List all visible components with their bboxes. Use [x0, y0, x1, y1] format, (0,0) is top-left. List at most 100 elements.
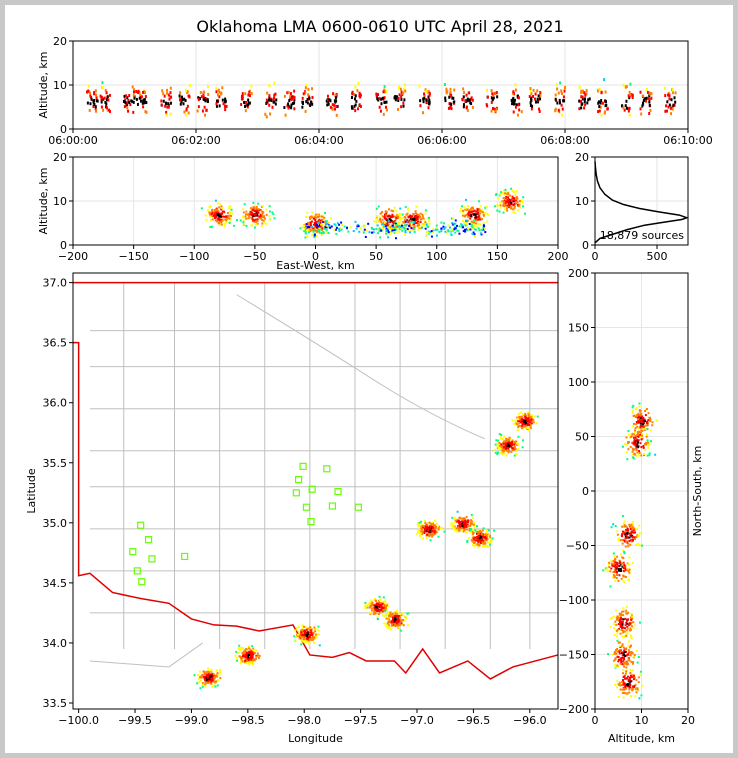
time-height-source [561, 92, 564, 96]
time-height-source [491, 97, 494, 101]
time-height-source [204, 113, 207, 117]
east-west-source [479, 209, 482, 212]
plan-view-source [211, 685, 214, 688]
time-height-source [131, 99, 134, 103]
east-west-source [470, 228, 473, 231]
north-south-source [625, 633, 628, 636]
east-west-source [391, 213, 394, 216]
time-height-source [581, 95, 584, 99]
north-south-source [622, 515, 625, 518]
east-west-source [259, 208, 262, 211]
time-height-source [466, 97, 469, 101]
plan-view-source [417, 521, 420, 524]
north-south-source [624, 442, 627, 445]
east-west-source [515, 202, 518, 205]
east-west-source [322, 227, 325, 230]
time-height-source [465, 93, 468, 97]
north-south-source [614, 658, 617, 661]
time-height-source [673, 96, 676, 100]
east-west-source [381, 215, 384, 218]
east-west-source [519, 206, 522, 209]
north-south-source [640, 454, 643, 457]
north-south-source [639, 435, 642, 438]
plan-view-source [198, 670, 201, 673]
north-south-source [636, 425, 639, 428]
north-south-source [630, 644, 633, 647]
east-west-source [395, 228, 398, 231]
east-west-source [465, 223, 468, 226]
east-west-source [389, 231, 392, 234]
time-height-source [268, 84, 271, 88]
plan-view-source [243, 652, 246, 655]
plan-view-source [501, 449, 504, 452]
time-height-source [221, 86, 224, 90]
time-height-source [304, 109, 307, 113]
plan-view-source [397, 618, 400, 621]
north-south-source [655, 419, 658, 422]
time-height-source [206, 100, 209, 104]
east-west-source [209, 211, 212, 214]
time-height-source [185, 89, 188, 93]
time-height-source [425, 98, 428, 102]
plan-view-source [510, 446, 513, 449]
north-south-source [620, 612, 623, 615]
plan-view-source [307, 635, 310, 638]
plan-view-source [247, 651, 250, 654]
east-west-source [470, 220, 473, 223]
east-west-source [315, 226, 318, 229]
north-south-source [639, 419, 642, 422]
east-west-source [462, 211, 465, 214]
time-height-source [95, 99, 98, 103]
plan-view-source [395, 610, 398, 613]
east-west-source [520, 199, 523, 202]
east-west-source [485, 206, 488, 209]
east-west-source [477, 215, 480, 218]
time-height-source [183, 97, 186, 101]
east-west-source [340, 223, 343, 226]
north-south-source [642, 444, 645, 447]
time-height-source [490, 109, 493, 113]
plan-view-source [437, 526, 440, 529]
east-west-source [227, 206, 230, 209]
north-south-points [602, 402, 658, 700]
east-west-source [480, 210, 483, 213]
time-height-source [375, 94, 378, 98]
east-west-source [472, 210, 475, 213]
time-height-source [402, 91, 405, 95]
time-height-source [400, 95, 403, 99]
plan-view-source [307, 642, 310, 645]
north-south-source [612, 615, 615, 618]
plan-view-source [307, 639, 310, 642]
plan-view-source [432, 529, 435, 532]
north-south-source [606, 570, 609, 573]
east-west-source [268, 210, 271, 213]
north-south-source [633, 443, 636, 446]
time-height-source [165, 113, 168, 117]
plan-view-source [374, 612, 377, 615]
time-height-source [558, 110, 561, 114]
north-south-source [639, 413, 642, 416]
plan-view-source [239, 655, 242, 658]
time-height-source [667, 105, 670, 109]
time-height-source [326, 103, 329, 107]
east-west-source [471, 224, 474, 227]
north-south-source [622, 574, 625, 577]
time-height-source [123, 105, 126, 109]
north-south-source [631, 412, 634, 415]
north-south-source [623, 531, 626, 534]
time-height-source [485, 88, 488, 92]
time-height-source [328, 98, 331, 102]
east-west-source [326, 231, 329, 234]
east-west-source [406, 212, 409, 215]
east-west-source [484, 211, 487, 214]
plan-view-source [421, 532, 424, 535]
plan-view-source [201, 685, 204, 688]
time-height-source [383, 88, 386, 92]
north-south-source [629, 676, 632, 679]
north-south-source [614, 663, 617, 666]
north-south-source [610, 567, 613, 570]
north-south-source [625, 443, 628, 446]
east-west-source [235, 219, 238, 222]
time-height-source [289, 92, 292, 96]
east-west-source [218, 217, 221, 220]
